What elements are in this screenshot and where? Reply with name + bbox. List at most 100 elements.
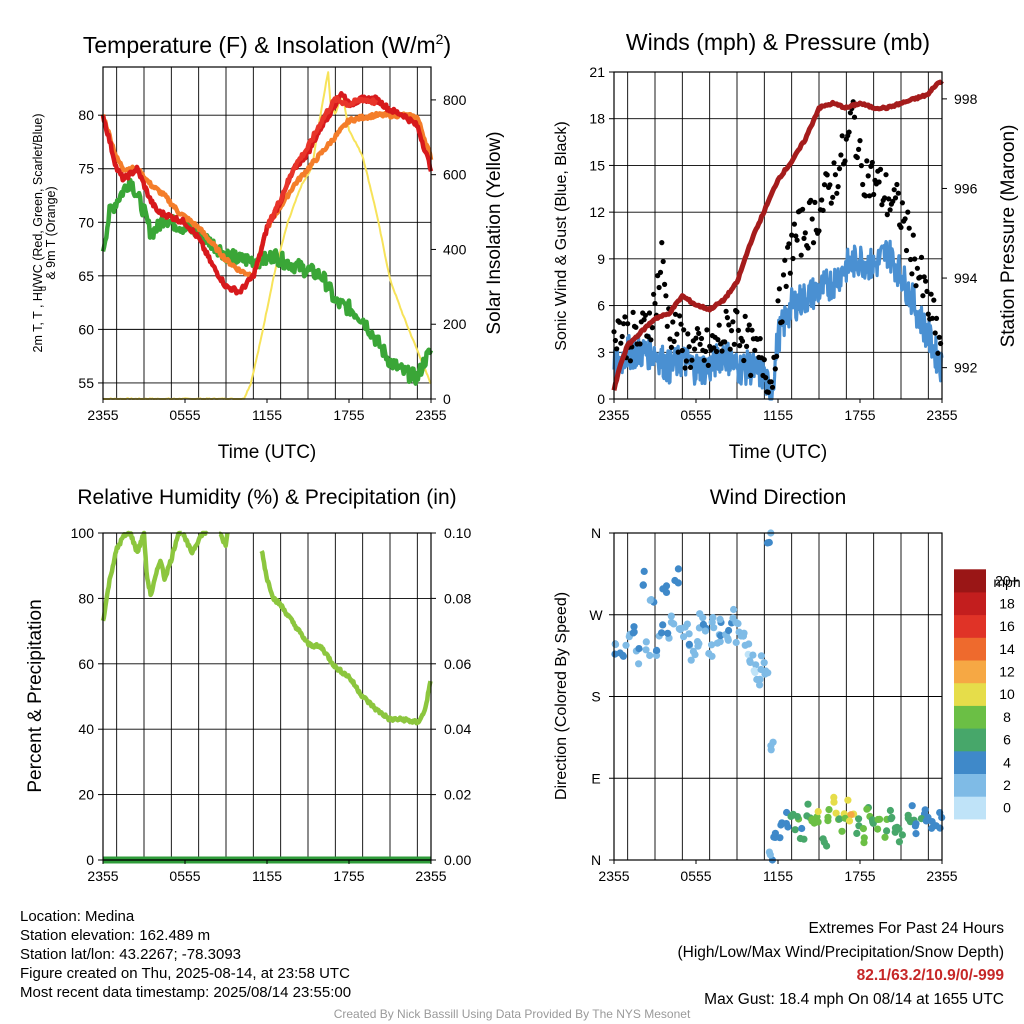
winds-ytick-label: 3 [597, 344, 605, 360]
svg-text:2m T, T , HI/WC (Red, Green,: 2m T, T , HI/WC (Red, Green, Scarlet/Blu… [31, 114, 45, 353]
wind-direction-point [863, 805, 871, 813]
gust-point [856, 146, 862, 152]
gust-point [734, 309, 740, 315]
gust-point [827, 182, 833, 188]
gust-point [899, 200, 906, 206]
temperature-xtick-label: 2355 [87, 407, 118, 423]
winds-x-axis-label: Time (UTC) [729, 442, 828, 463]
gust-point [674, 331, 680, 337]
temperature-xtick-label: 1755 [333, 407, 364, 423]
temperature-ytick-label: 65 [78, 268, 94, 284]
gust-point [868, 163, 874, 169]
gust-point [683, 358, 690, 364]
temperature-right-axis-label: Solar Insolation (Yellow) [484, 131, 505, 334]
legend-swatch [954, 796, 986, 820]
gust-point [791, 221, 798, 227]
legend-label: 20+ [995, 573, 1019, 589]
humidity-xtick-label: 2355 [415, 868, 446, 884]
dewpoint-line [100, 177, 434, 386]
gust-point [652, 300, 658, 307]
humidity-xtick-label: 2355 [87, 868, 118, 884]
gust-point [618, 340, 624, 346]
wind-direction-point [798, 824, 806, 833]
temperature-panel-title: Temperature (F) & Insolation (W/m2) [83, 31, 451, 58]
legend-swatch [954, 728, 986, 752]
wind-direction-point [674, 565, 683, 573]
gust-point [686, 344, 692, 350]
gust-point [742, 313, 748, 319]
gust-point [836, 166, 843, 172]
winds-xtick-label: 0555 [680, 407, 711, 423]
winds-xtick-label: 1755 [844, 407, 875, 423]
wind-direction-xtick-label: 1155 [763, 868, 793, 884]
wind-direction-point [646, 596, 654, 604]
humidity-ytick-label: 20 [78, 787, 94, 803]
wind-direction-point [777, 821, 785, 829]
pressure-line [611, 79, 944, 391]
gust-point [882, 195, 888, 201]
gust-point [786, 241, 792, 247]
wind-direction-point [739, 632, 748, 640]
gust-point [675, 349, 681, 355]
legend-label: 18 [999, 595, 1015, 611]
wind-direction-point [787, 812, 795, 821]
wind-direction-point [685, 630, 693, 638]
gust-point [828, 200, 834, 206]
wind-direction-ytick-label: N [591, 525, 601, 541]
wind-direction-point [895, 838, 904, 846]
extremes-subtitle: (High/Low/Max Wind/Precipitation/Snow De… [677, 943, 1005, 961]
gust-point [909, 271, 915, 277]
extremes-title: Extremes For Past 24 Hours [808, 920, 1004, 937]
gust-point [660, 258, 666, 265]
wind-direction-point [791, 826, 799, 834]
legend-label: 6 [1003, 732, 1011, 748]
wind-direction-point [639, 581, 647, 589]
gust-point [858, 163, 865, 169]
humidity-line [180, 530, 209, 556]
wind-direction-point [855, 815, 863, 823]
wind-direction-point [725, 626, 733, 635]
humidity-ytick-label: 0 [86, 852, 94, 868]
winds-ytick-label: 0 [597, 391, 605, 407]
winds-xtick-label: 1155 [763, 407, 793, 423]
legend-swatch [954, 614, 986, 638]
gust-point [914, 265, 921, 271]
gust-point [670, 319, 676, 325]
wind-direction-point [749, 651, 757, 659]
wind-direction-point [716, 638, 724, 646]
gust-point [724, 315, 731, 321]
wind-direction-point [895, 825, 903, 833]
wind-direction-point [642, 638, 650, 646]
wind-direction-point [814, 818, 822, 826]
wind-direction-point [664, 629, 672, 637]
gust-point [936, 334, 942, 340]
gust-point [902, 216, 908, 222]
temperature-left-axis-label: 2m T, T , HI/WC (Red, Green, Scarlet/Blu… [31, 114, 58, 353]
temperature-ytick-label: 60 [78, 321, 94, 337]
gust-point [903, 247, 910, 254]
legend-swatch [954, 592, 986, 616]
wind-direction-point [764, 669, 772, 677]
temperature-xtick-label: 0555 [169, 407, 200, 423]
gust-point [925, 311, 931, 317]
max-gust: Max Gust: 18.4 mph On 08/14 at 1655 UTC [704, 990, 1004, 1008]
wind-direction-point [709, 614, 717, 622]
humidity-xtick-label: 1755 [333, 868, 364, 884]
wind-direction-point [886, 806, 895, 815]
legend-label: 16 [999, 618, 1015, 634]
gust-point [696, 330, 702, 336]
humidity-gridlines [103, 533, 431, 860]
gust-point [685, 331, 691, 337]
wind-direction-point [876, 815, 884, 823]
gust-point [668, 344, 675, 350]
wind-direction-xtick-label: 1755 [844, 868, 875, 884]
gust-point [749, 327, 755, 333]
wind-direction-point [803, 812, 811, 820]
gust-point [748, 372, 754, 378]
legend-label: 10 [999, 686, 1015, 702]
gust-point [809, 216, 815, 222]
most-recent-data: Most recent data timestamp: 2025/08/14 2… [20, 984, 352, 1001]
gust-point [851, 114, 858, 120]
temperature-x-axis-label: Time (UTC) [218, 442, 317, 463]
temperature-panel: Temperature (F) & Insolation (W/m2) 2355… [31, 31, 505, 463]
